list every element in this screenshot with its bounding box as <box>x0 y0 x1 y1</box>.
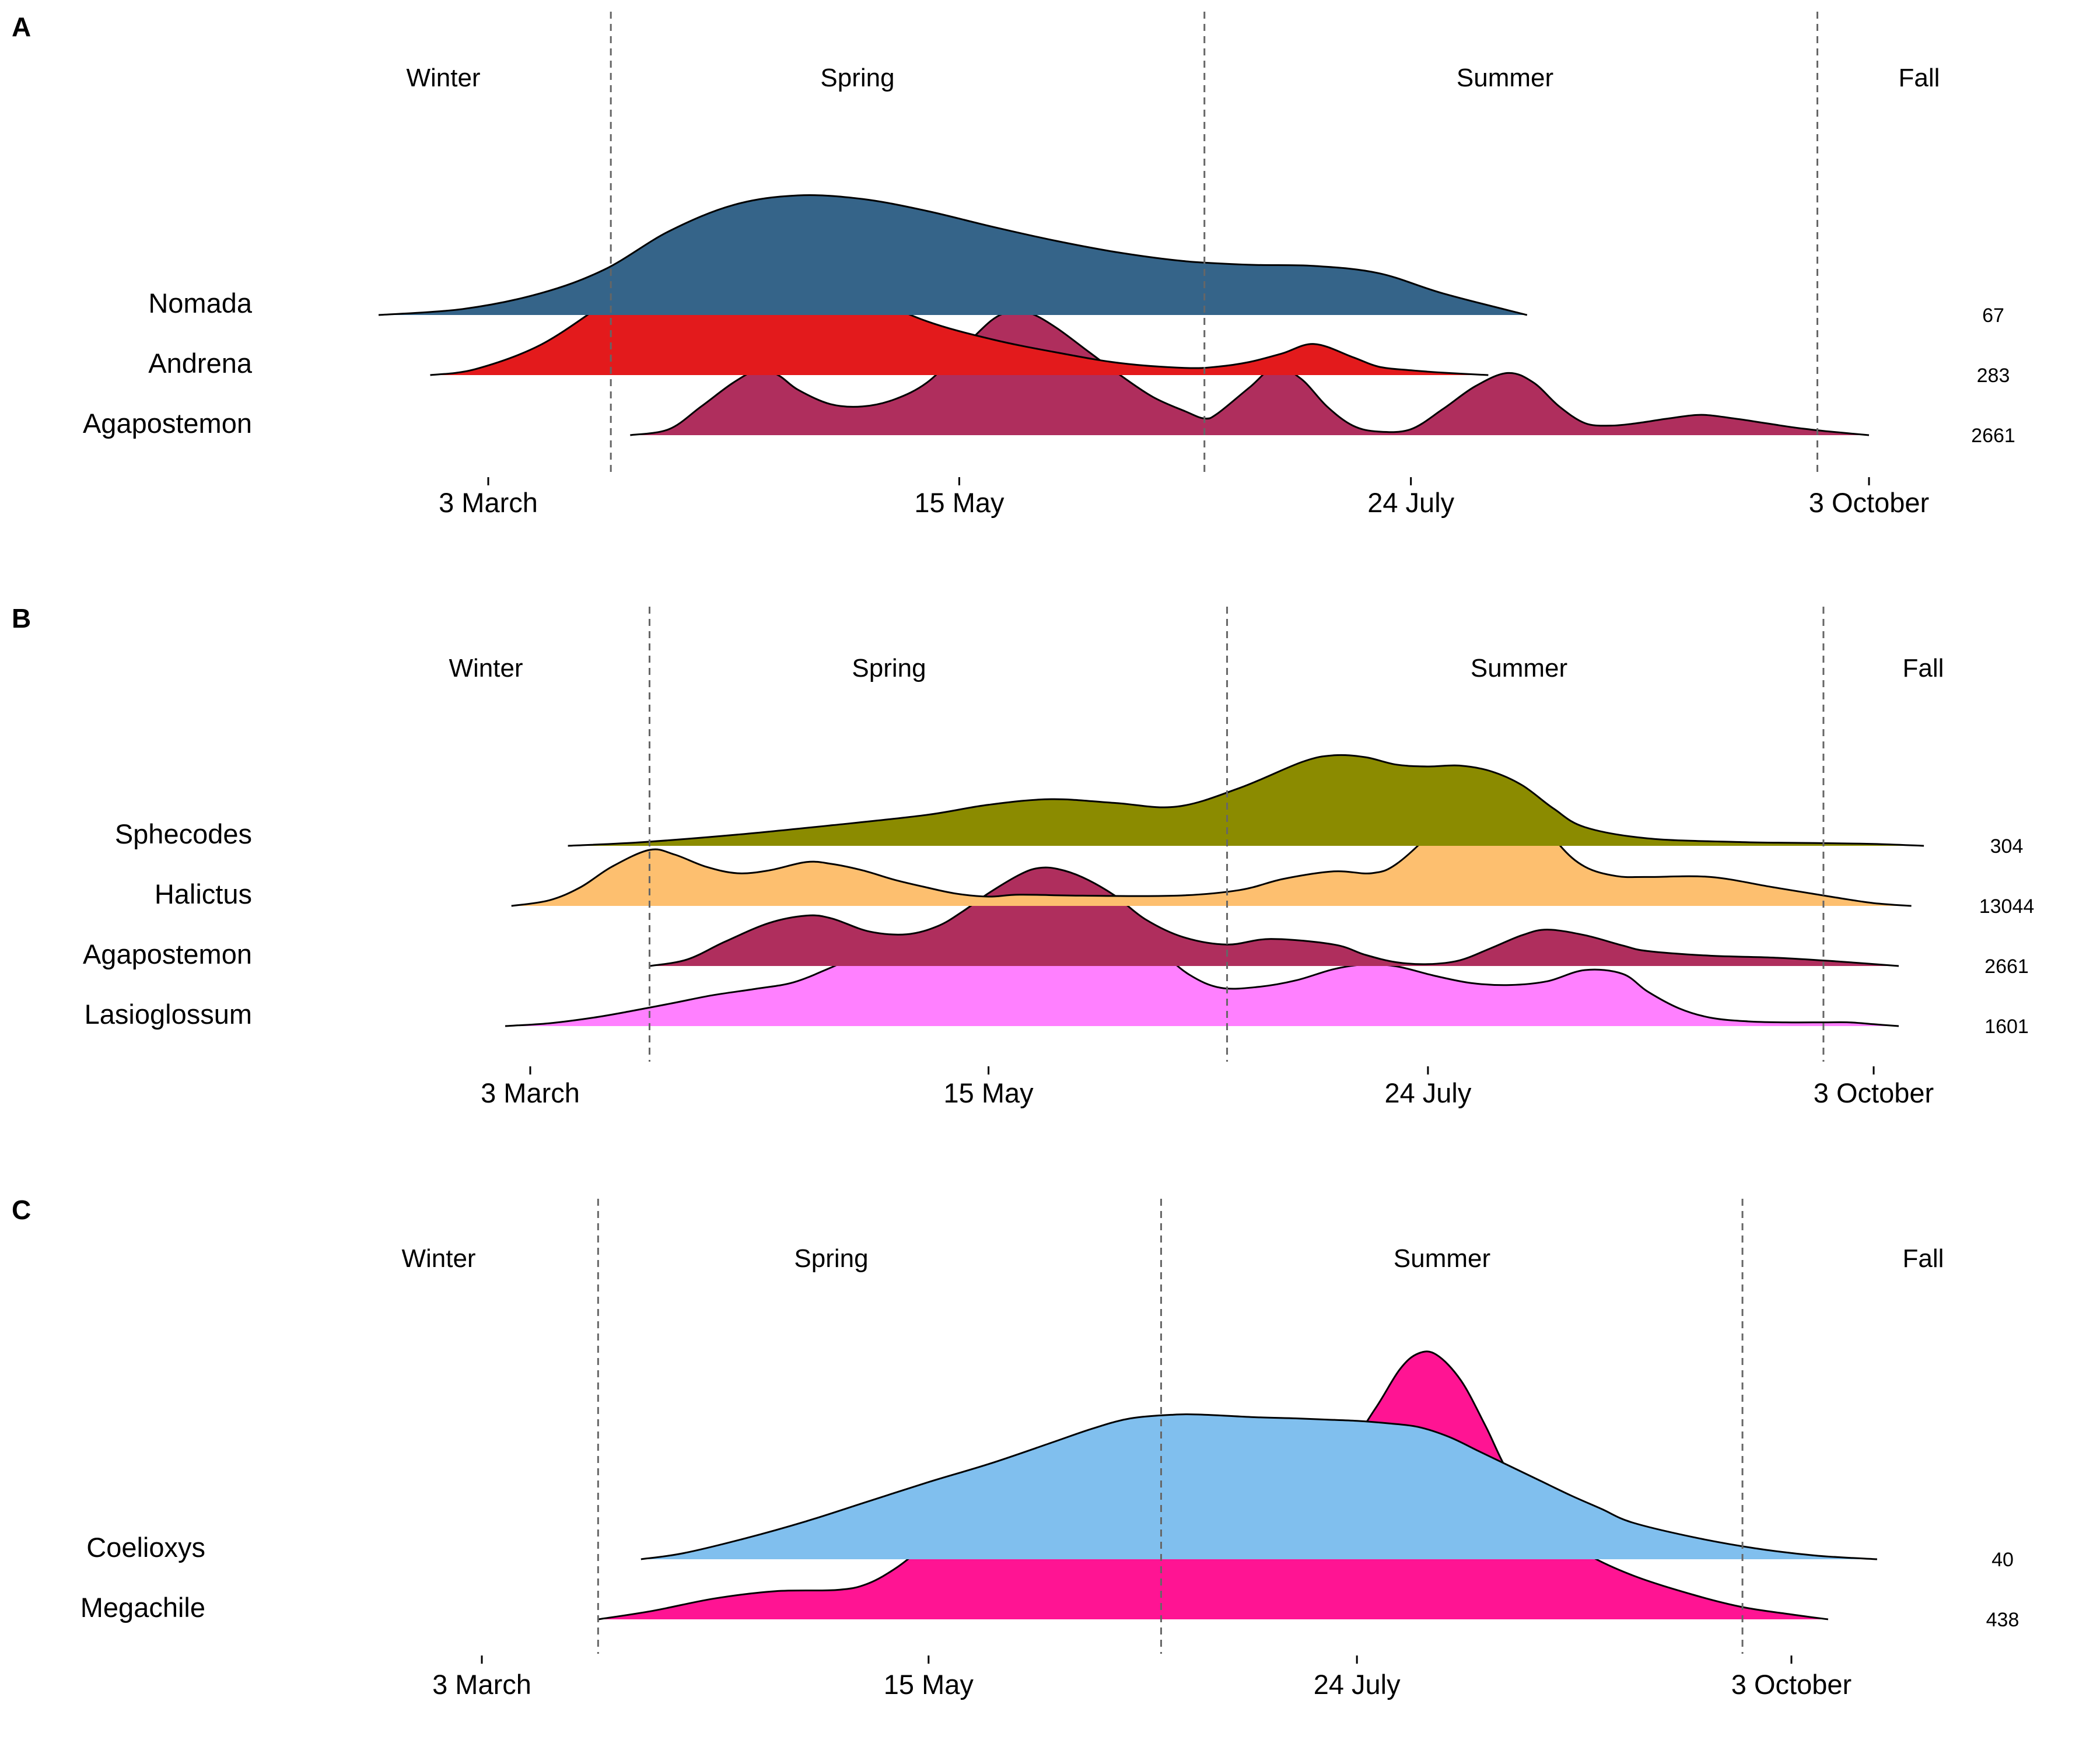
x-tick-label: 3 March <box>439 487 538 518</box>
season-label-summer: Summer <box>1394 1244 1490 1273</box>
ridge-agapostemon-area <box>630 311 1869 435</box>
series-label-agapostemon: Agapostemon <box>83 408 252 439</box>
series-label-coelioxys: Coelioxys <box>86 1532 205 1563</box>
series-count-sphecodes: 304 <box>1990 835 2024 858</box>
ridge-agapostemon-line <box>649 866 1899 967</box>
season-label-winter: Winter <box>401 1244 475 1273</box>
ridge-halictus-area <box>511 775 1912 906</box>
x-tick-label: 15 May <box>944 1077 1034 1108</box>
series-count-nomada: 67 <box>1982 304 2004 327</box>
x-tick-label: 3 October <box>1809 487 1929 518</box>
panel-letter: C <box>12 1195 31 1225</box>
x-tick-label: 24 July <box>1384 1077 1471 1108</box>
series-count-andrena: 283 <box>1977 365 2010 387</box>
series-label-lasioglossum: Lasioglossum <box>85 999 252 1030</box>
panel-letter: B <box>12 603 31 634</box>
ridge-sphecodes-area <box>568 755 1924 846</box>
ridge-coelioxys-line <box>640 1413 1877 1560</box>
season-label-fall: Fall <box>1903 1244 1944 1273</box>
ridge-agapostemon-line <box>630 310 1870 436</box>
x-tick-label: 3 October <box>1814 1077 1934 1108</box>
panel-b: B Winter Spring Summer Fall Sphecodes 304 Halic… <box>12 603 2034 1108</box>
x-tick-label: 24 July <box>1314 1669 1401 1700</box>
series-label-agapostemon: Agapostemon <box>83 939 252 970</box>
season-label-spring: Spring <box>794 1244 868 1273</box>
series-count-lasioglossum: 1601 <box>1985 1016 2029 1038</box>
series-label-halictus: Halictus <box>155 878 252 909</box>
ridge-lasioglossum-area <box>505 917 1899 1026</box>
x-tick-label: 15 May <box>914 487 1005 518</box>
series-count-agapostemon: 2661 <box>1971 425 2015 447</box>
series-count-halictus: 13044 <box>1979 895 2035 918</box>
series-count-megachile: 438 <box>1986 1609 2020 1631</box>
ridge-agapostemon-area <box>649 867 1899 966</box>
season-label-summer: Summer <box>1471 654 1567 682</box>
series-count-coelioxys: 40 <box>1992 1549 2014 1571</box>
season-label-spring: Spring <box>852 654 926 682</box>
series-label-megachile: Megachile <box>80 1592 205 1623</box>
panel-letter: A <box>12 12 31 42</box>
panel-c: C Winter Spring Summer Fall Coelioxys 40 Megach… <box>12 1195 2019 1700</box>
ridge-sphecodes-line <box>568 754 1924 847</box>
series-label-nomada: Nomada <box>148 288 253 318</box>
season-label-fall: Fall <box>1899 64 1940 92</box>
series-label-andrena: Andrena <box>148 348 253 379</box>
ridge-nomada-line <box>378 194 1528 316</box>
x-tick-label: 3 March <box>481 1077 580 1108</box>
series-label-sphecodes: Sphecodes <box>115 818 252 849</box>
season-label-winter: Winter <box>449 654 523 682</box>
ridge-coelioxys-area <box>640 1414 1877 1559</box>
ridge-nomada-area <box>379 195 1527 315</box>
ridge-halictus-line <box>511 774 1912 907</box>
season-label-spring: Spring <box>820 64 894 92</box>
season-label-summer: Summer <box>1457 64 1553 92</box>
season-label-fall: Fall <box>1903 654 1944 682</box>
x-tick-label: 3 October <box>1731 1669 1852 1700</box>
x-tick-label: 24 July <box>1367 487 1454 518</box>
x-tick-label: 15 May <box>884 1669 974 1700</box>
ridge-lasioglossum-line <box>505 916 1899 1027</box>
series-count-agapostemon: 2661 <box>1985 956 2029 978</box>
season-label-winter: Winter <box>406 64 480 92</box>
x-tick-label: 3 March <box>432 1669 531 1700</box>
panel-a: A Winter Spring Summer Fall Nomada 67 Andrena 28… <box>12 12 2015 518</box>
